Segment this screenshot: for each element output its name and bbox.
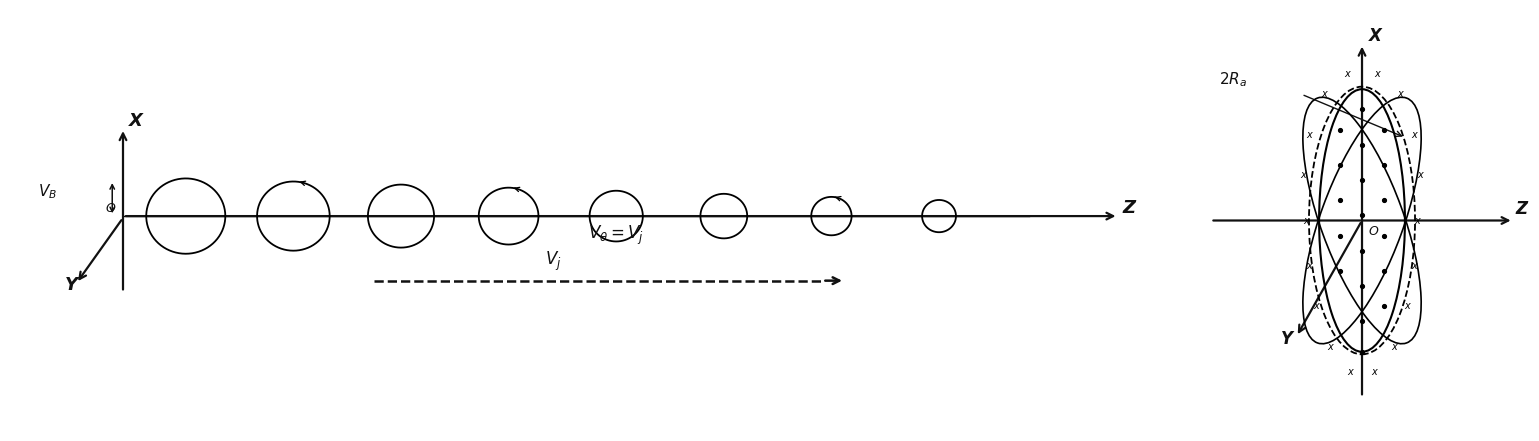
Text: x: x — [1374, 69, 1380, 79]
Text: x: x — [1411, 130, 1417, 140]
Text: x: x — [1397, 89, 1404, 99]
Text: Y: Y — [1280, 330, 1293, 348]
Text: x: x — [1320, 89, 1327, 99]
Text: x: x — [1414, 216, 1420, 225]
Ellipse shape — [1310, 87, 1414, 354]
Text: O: O — [1368, 224, 1377, 238]
Text: $V_{\theta} = V_j$: $V_{\theta} = V_j$ — [588, 223, 645, 247]
Text: $V_B$: $V_B$ — [38, 183, 57, 201]
Text: x: x — [1304, 216, 1310, 225]
Text: x: x — [1391, 342, 1397, 352]
Text: $2R_a$: $2R_a$ — [1219, 70, 1247, 89]
Text: x: x — [1347, 367, 1353, 377]
Text: x: x — [1307, 130, 1313, 140]
Text: Z: Z — [1123, 199, 1136, 217]
Text: x: x — [1344, 69, 1350, 79]
Text: $V_j$: $V_j$ — [545, 250, 562, 273]
Text: x: x — [1314, 301, 1319, 311]
Text: X: X — [1370, 27, 1382, 45]
Text: Z: Z — [1516, 201, 1528, 218]
Text: x: x — [1300, 170, 1307, 180]
Text: Y: Y — [65, 276, 77, 294]
Text: x: x — [1405, 301, 1410, 311]
Text: X: X — [129, 112, 143, 131]
Text: x: x — [1411, 261, 1417, 271]
Text: x: x — [1371, 367, 1377, 377]
Text: O: O — [105, 202, 115, 215]
Text: x: x — [1327, 342, 1333, 352]
Text: x: x — [1417, 170, 1424, 180]
Text: x: x — [1307, 261, 1313, 271]
